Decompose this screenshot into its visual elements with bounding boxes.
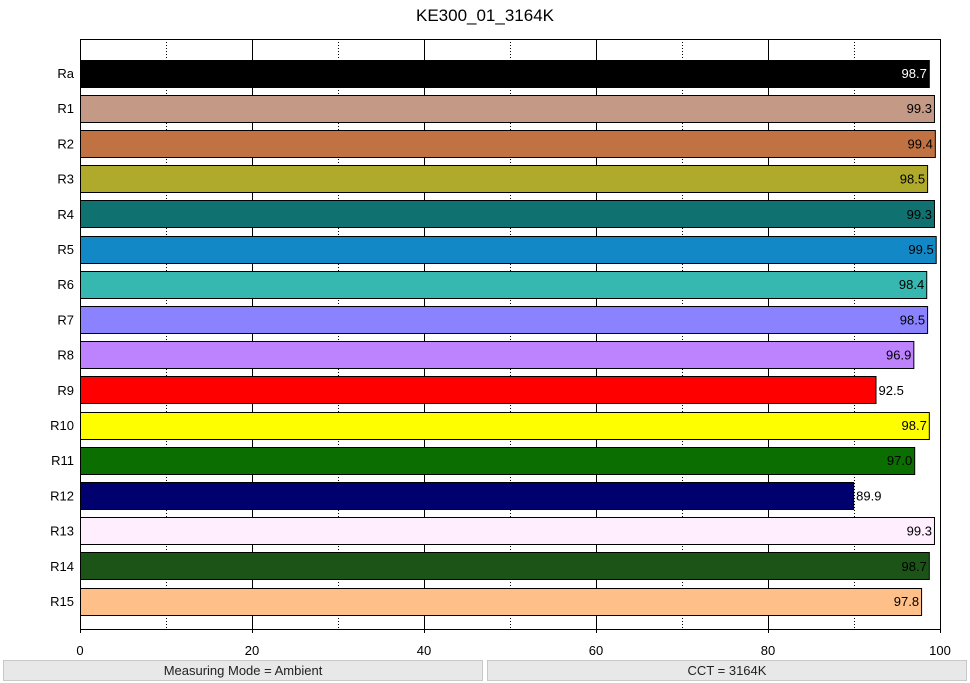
value-label-r15: 97.8 [894, 594, 919, 609]
value-label-r8: 96.9 [886, 348, 911, 363]
category-label-r7: R7 [57, 312, 74, 327]
category-label-r4: R4 [57, 207, 74, 222]
bar-r5 [80, 236, 937, 264]
category-label-ra: Ra [57, 66, 74, 81]
value-label-r10: 98.7 [902, 418, 927, 433]
category-label-r6: R6 [57, 277, 74, 292]
value-label-r13: 99.3 [907, 524, 932, 539]
bar-r4 [80, 200, 935, 228]
bar-r2 [80, 130, 936, 158]
value-label-r7: 98.5 [900, 312, 925, 327]
value-label-r5: 99.5 [908, 242, 933, 257]
category-label-r15: R15 [50, 594, 74, 609]
chart-title: KE300_01_3164K [415, 6, 555, 25]
bar-r14 [80, 552, 930, 580]
value-label-r1: 99.3 [907, 101, 932, 116]
bar-r10 [80, 412, 930, 440]
bars [80, 60, 937, 616]
value-label-r11: 97.0 [887, 453, 912, 468]
category-label-r2: R2 [57, 136, 74, 151]
plot-frame [80, 39, 941, 630]
x-tick-label-60: 60 [589, 643, 603, 658]
bar-r11 [80, 447, 916, 475]
x-tick-label-0: 0 [76, 643, 83, 658]
bar-r8 [80, 341, 915, 369]
category-label-r9: R9 [57, 383, 74, 398]
category-label-r11: R11 [51, 453, 74, 468]
bar-r12 [80, 482, 855, 510]
x-tick-label-80: 80 [761, 643, 775, 658]
labels: Ra 98.7 R1 99.3 R2 99.4 R3 98.5 R4 99.3 R5 99.5 R6 98… [50, 66, 951, 658]
value-label-r3: 98.5 [900, 172, 925, 187]
bar-ra [80, 60, 930, 88]
category-label-r5: R5 [57, 242, 74, 257]
value-label-r6: 98.4 [899, 277, 924, 292]
category-label-r1: R1 [57, 101, 74, 116]
bar-r7 [80, 306, 929, 334]
status-cct: CCT = 3164K [487, 660, 967, 681]
x-tick-label-100: 100 [929, 643, 951, 658]
category-label-r10: R10 [50, 418, 74, 433]
value-label-r4: 99.3 [907, 207, 932, 222]
value-label-ra: 98.7 [902, 66, 927, 81]
status-measuring-mode: Measuring Mode = Ambient [3, 660, 483, 681]
bar-r6 [80, 271, 928, 299]
bar-chart: Ra 98.7 R1 99.3 R2 99.4 R3 98.5 R4 99.3 R5 99.5 R6 98… [50, 39, 951, 658]
bar-r9 [80, 376, 877, 404]
value-label-r14: 98.7 [902, 559, 927, 574]
category-label-r13: R13 [50, 524, 74, 539]
value-label-r9: 92.5 [879, 383, 904, 398]
value-label-r12: 89.9 [856, 488, 881, 503]
bar-r1 [80, 95, 935, 123]
x-tick-label-20: 20 [245, 643, 259, 658]
bar-r15 [80, 588, 923, 616]
value-label-r2: 99.4 [908, 136, 933, 151]
category-label-r12: R12 [50, 488, 74, 503]
category-label-r14: R14 [50, 559, 74, 574]
x-tick-label-40: 40 [417, 643, 431, 658]
category-label-r8: R8 [57, 348, 74, 363]
category-label-r3: R3 [57, 172, 74, 187]
bar-r3 [80, 165, 929, 193]
bar-r13 [80, 517, 935, 545]
